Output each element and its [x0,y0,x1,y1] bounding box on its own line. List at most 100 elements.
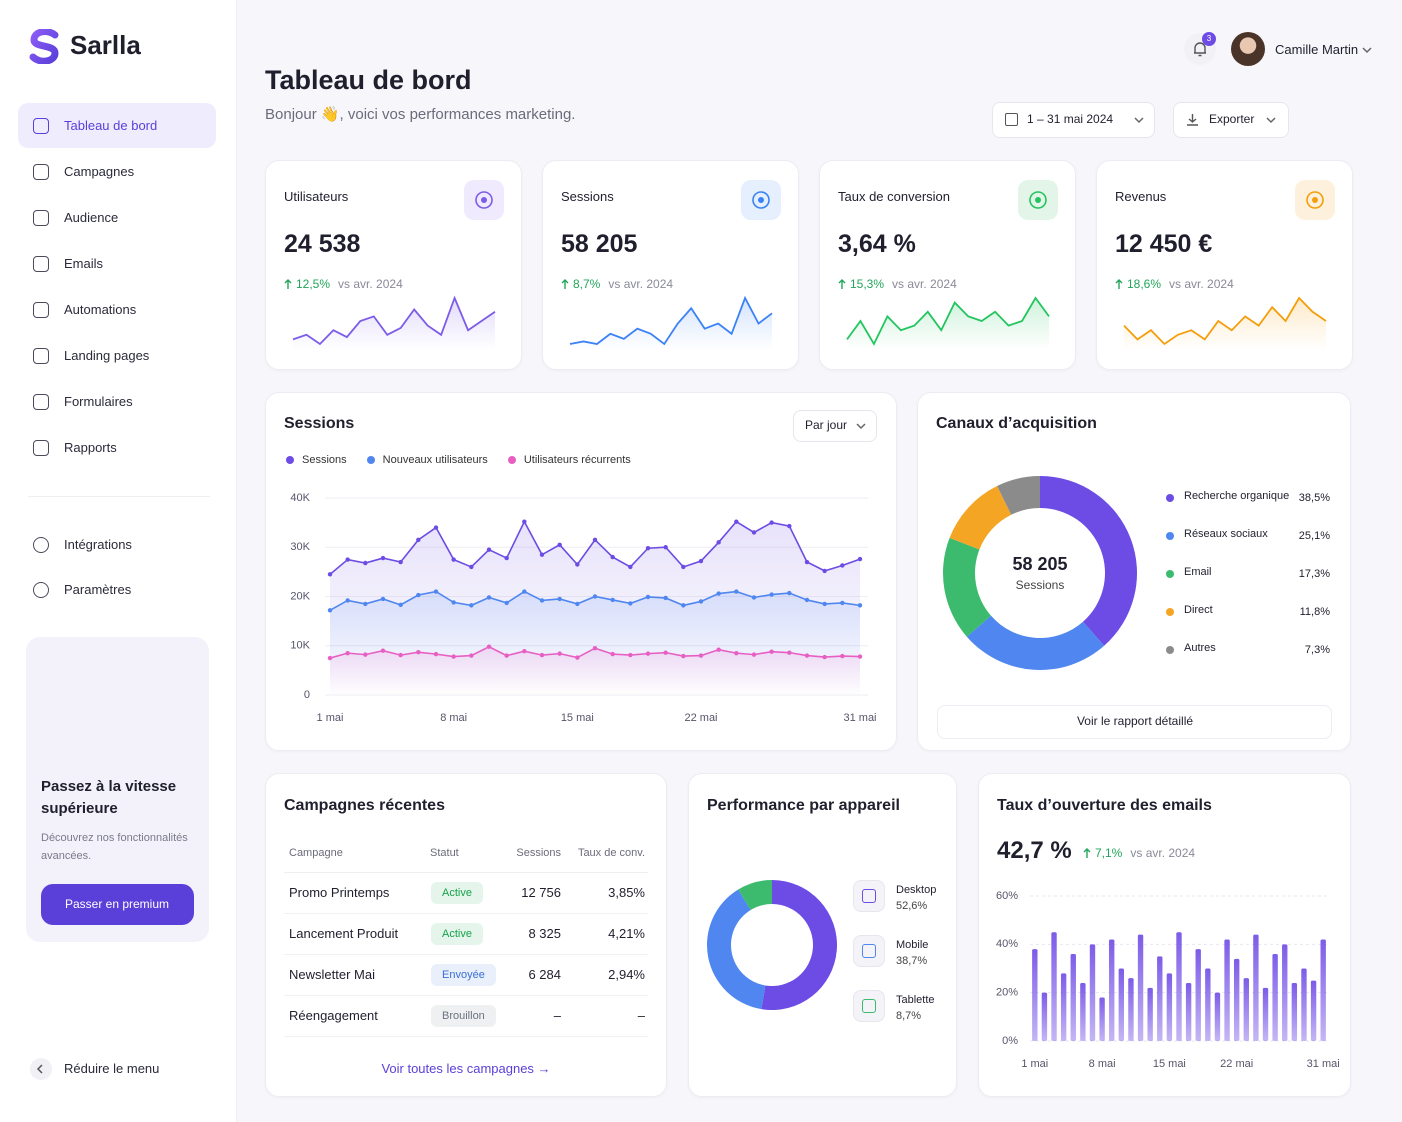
series-point [557,596,562,602]
campaign-name: Newsletter Mai [289,966,375,982]
sparkline-area [570,298,772,350]
premium-button-label[interactable]: Passer en premium [64,897,170,912]
legend-item: Nouveaux utilisateurs [366,454,488,466]
legend-label: Nouveaux utilisateurs [382,454,488,466]
series-point [857,603,863,608]
period-select[interactable] [793,410,877,442]
kpi-change: 12,5% [296,277,331,291]
series-point [363,560,368,566]
kpi-value: 12 450 € [1115,229,1213,258]
promo-text: Découvrez nos fonctionnalités avancées. [41,832,188,862]
series-point [398,559,403,565]
row-divider [284,1036,648,1037]
series-point [734,650,739,656]
date-range[interactable]: 1 – 31 mai 2024 [1027,112,1114,127]
nav-item[interactable]: Formulaires [64,393,133,409]
row-divider [284,995,648,996]
nav-item[interactable]: Paramètres [64,581,132,597]
legend-dot [1166,532,1174,540]
sidebar: Sarlla Tableau de bord Campagnes Audience Em… [0,0,237,1122]
bar [1320,939,1326,1041]
bar [1301,968,1307,1041]
series-point [628,652,633,658]
kpi-change: 8,7% [573,277,601,291]
compare: vs avr. 2024 [1130,846,1196,860]
series-point [769,649,774,654]
period-label[interactable]: Par jour [805,418,848,433]
legend-dot [366,456,375,464]
bar [1109,939,1115,1041]
series-point [663,545,668,550]
column-header: Sessions [516,846,561,859]
row-divider [284,872,648,873]
collapse-menu[interactable]: Réduire le menu [64,1060,160,1076]
series-point [822,568,827,574]
kpi-icon [752,191,770,209]
sparkline [292,295,496,350]
x-tick-label: 15 mai [1153,1058,1186,1070]
avatar[interactable] [1231,32,1265,66]
sessions: 12 756 [521,884,561,900]
bar [1176,932,1182,1041]
bar [1195,949,1201,1041]
legend-label: Direct [1184,603,1213,616]
status-badge: Active [431,923,483,945]
bar [1080,983,1086,1041]
nav-item[interactable]: Landing pages [64,347,150,363]
kpi-label: Taux de conversion [838,188,951,204]
device-icon [862,999,876,1013]
nav-item[interactable]: Emails [64,255,104,271]
export-label[interactable]: Exporter [1209,112,1255,127]
legend-label: Autres [1184,641,1216,654]
series-point [416,649,421,655]
nav-item[interactable]: Campagnes [64,163,135,179]
series-point [522,519,527,524]
series-point [433,525,439,530]
sparkline-area [1124,298,1326,350]
premium-button[interactable] [41,884,194,925]
device-value: 8,7% [896,1009,922,1022]
kpi-compare: vs avr. 2024 [892,277,957,291]
column-header: Taux de conv. [577,846,645,859]
bar [1051,932,1057,1041]
nav-item[interactable]: Audience [64,209,119,225]
report-button-label[interactable]: Voir le rapport détaillé [1076,714,1194,729]
series-point [610,597,615,603]
series-point [645,546,651,551]
y-tick-label: 60% [996,890,1018,902]
report-button[interactable] [937,705,1332,739]
nav-item[interactable]: Rapports [64,439,117,455]
y-tick-label: 20% [996,987,1018,999]
series-point [681,603,686,608]
row-divider [284,954,648,955]
download-icon [1187,114,1198,126]
separator [28,496,210,497]
series-point [380,596,386,602]
kpi-glyph [752,191,770,209]
nav-icon [33,394,49,410]
all-campaigns-link[interactable]: Voir toutes les campagnes → [381,1060,551,1076]
series-point [804,597,810,603]
device-icon [862,944,876,958]
page-subtitle: Bonjour 👋, voici vos performances market… [265,106,576,124]
legend-label: Email [1184,565,1212,578]
nav-item[interactable]: Intégrations [64,536,132,552]
nav-item[interactable]: Tableau de bord [64,117,158,133]
device-icon-bg [853,990,885,1022]
series-point [681,653,686,659]
series-point [734,519,739,524]
donut-segment [738,880,772,910]
conversion-rate: – [637,1007,645,1023]
date-picker[interactable] [992,102,1155,138]
collapse-icon [30,1058,52,1080]
kpi-change: 18,6% [1127,277,1162,291]
nav-item[interactable]: Automations [64,301,137,317]
nav-icon [33,537,49,553]
nav-icon [33,118,49,134]
card [265,773,667,1097]
chevron [1134,117,1144,124]
series-point [539,552,545,557]
user-name[interactable]: Camille Martin [1275,41,1359,57]
legend-dot [1166,608,1174,616]
series-point [345,650,350,656]
